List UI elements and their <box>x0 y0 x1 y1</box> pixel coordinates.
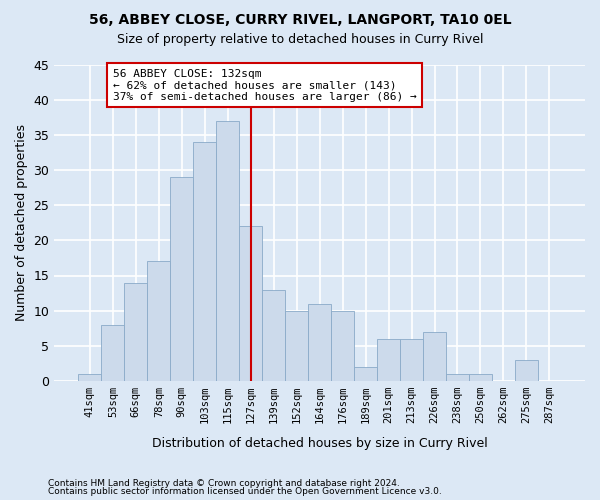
Bar <box>400 338 423 381</box>
Text: Contains public sector information licensed under the Open Government Licence v3: Contains public sector information licen… <box>48 487 442 496</box>
X-axis label: Distribution of detached houses by size in Curry Rivel: Distribution of detached houses by size … <box>152 437 488 450</box>
Text: 56 ABBEY CLOSE: 132sqm
← 62% of detached houses are smaller (143)
37% of semi-de: 56 ABBEY CLOSE: 132sqm ← 62% of detached… <box>113 68 416 102</box>
Bar <box>423 332 446 381</box>
Bar <box>377 338 400 381</box>
Y-axis label: Number of detached properties: Number of detached properties <box>15 124 28 322</box>
Bar <box>101 324 124 381</box>
Text: Size of property relative to detached houses in Curry Rivel: Size of property relative to detached ho… <box>117 32 483 46</box>
Bar <box>193 142 216 381</box>
Bar <box>262 290 285 381</box>
Bar <box>79 374 101 381</box>
Bar <box>148 262 170 381</box>
Bar <box>239 226 262 381</box>
Text: Contains HM Land Registry data © Crown copyright and database right 2024.: Contains HM Land Registry data © Crown c… <box>48 478 400 488</box>
Text: 56, ABBEY CLOSE, CURRY RIVEL, LANGPORT, TA10 0EL: 56, ABBEY CLOSE, CURRY RIVEL, LANGPORT, … <box>89 12 511 26</box>
Bar <box>331 310 354 381</box>
Bar <box>446 374 469 381</box>
Bar <box>515 360 538 381</box>
Bar <box>354 366 377 381</box>
Bar <box>308 304 331 381</box>
Bar <box>124 282 148 381</box>
Bar <box>285 310 308 381</box>
Bar <box>216 121 239 381</box>
Bar <box>170 178 193 381</box>
Bar <box>469 374 492 381</box>
